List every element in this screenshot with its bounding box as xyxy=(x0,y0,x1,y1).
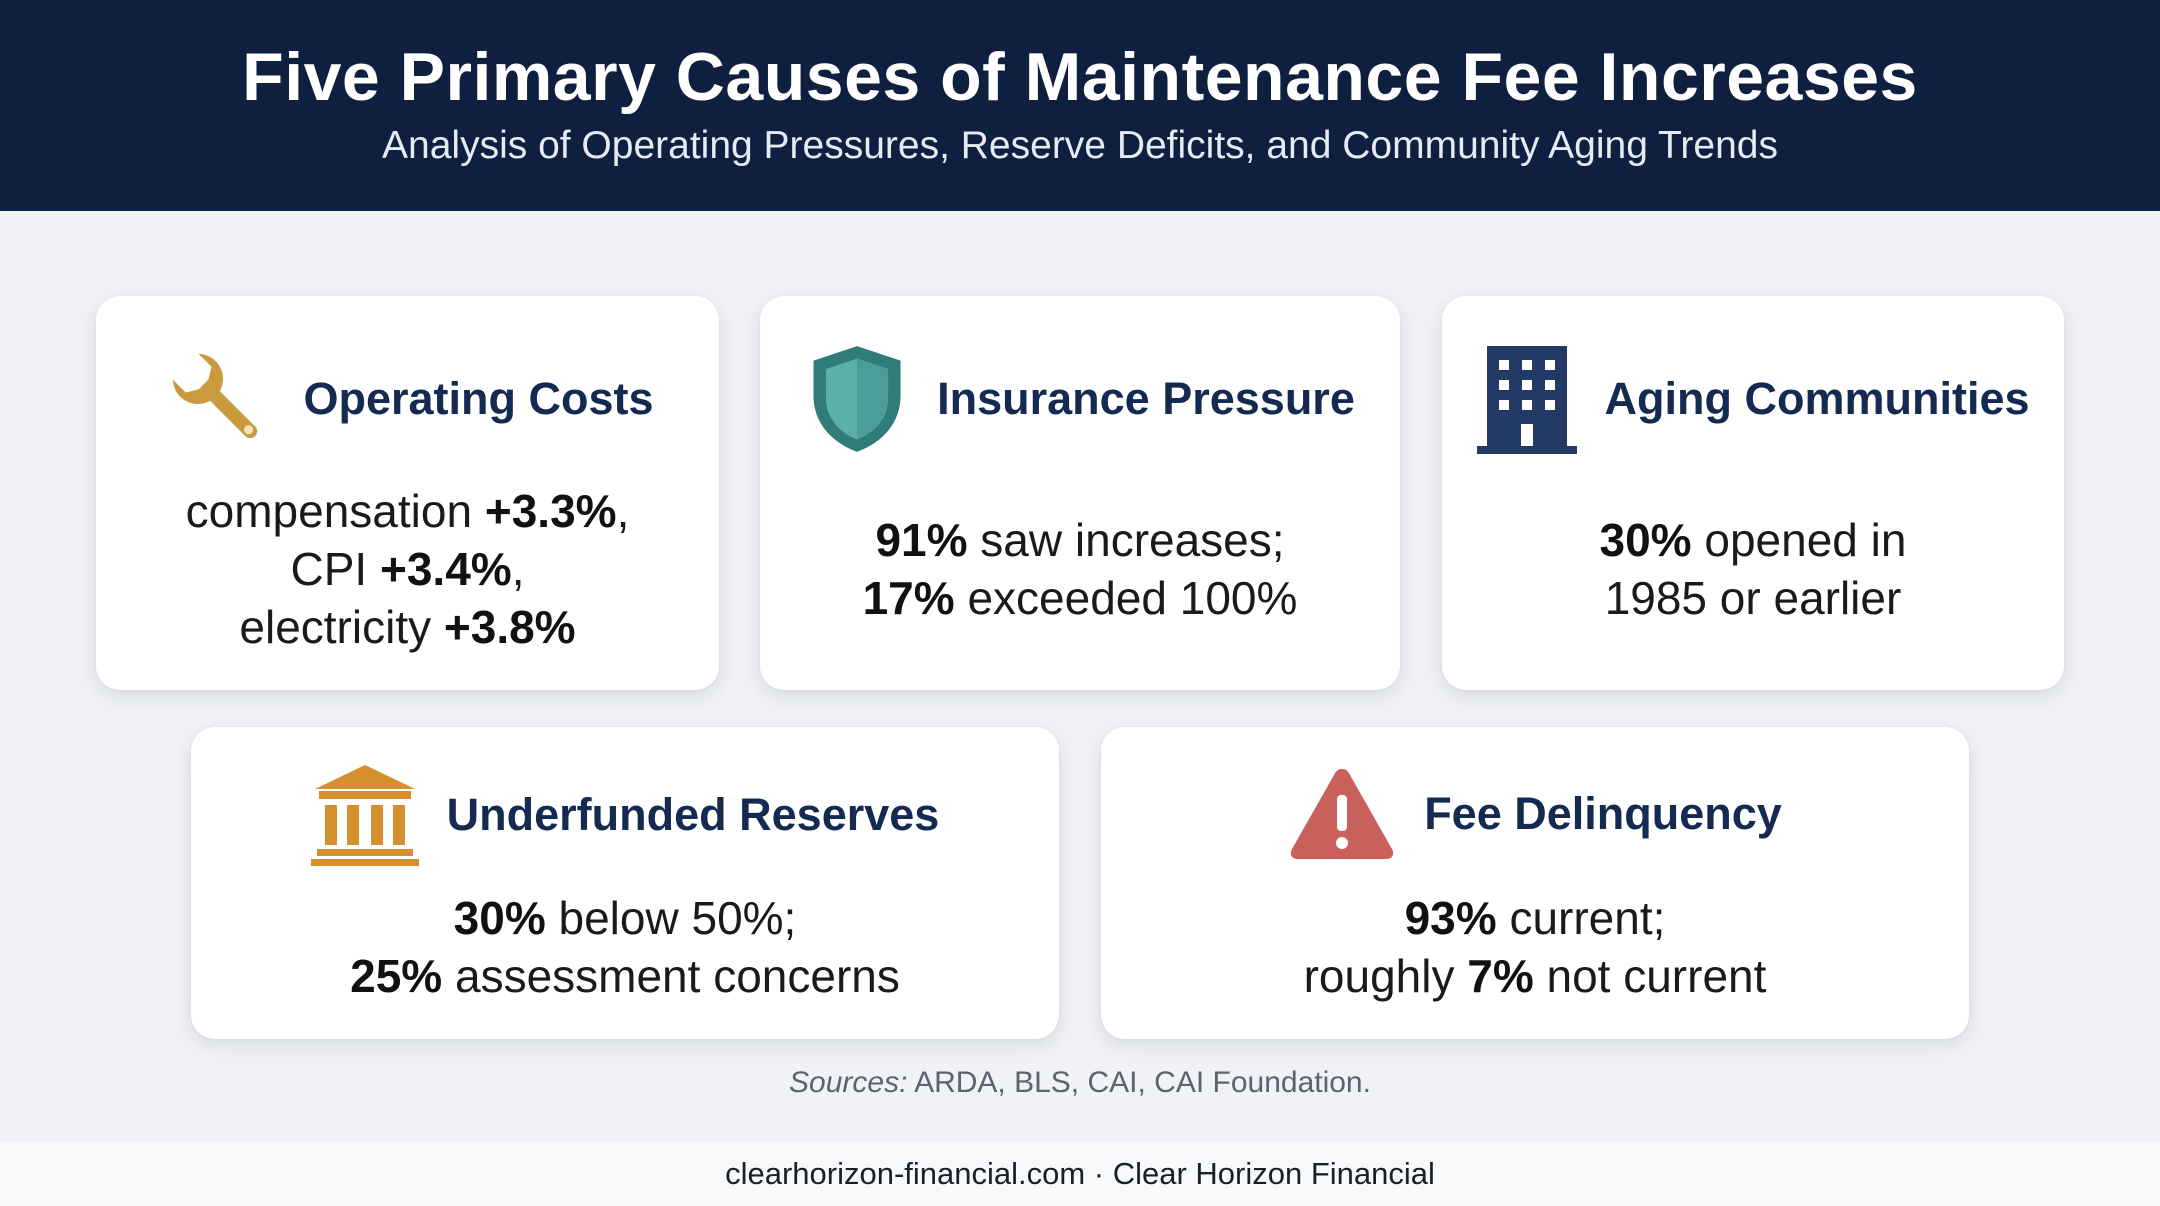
card-title: Operating Costs xyxy=(303,373,654,424)
sources-text: ARDA, BLS, CAI, CAI Foundation. xyxy=(907,1066,1371,1099)
card-line: 30% below 50%; xyxy=(453,892,797,944)
page-title: Five Primary Causes of Maintenance Fee I… xyxy=(242,39,1918,115)
card-line: 17% exceeded 100% xyxy=(862,572,1298,624)
card-line: roughly 7% not current xyxy=(1303,950,1767,1002)
building-icon xyxy=(1476,346,1577,454)
sources-label: Sources: xyxy=(789,1066,908,1099)
card-aging-communities: Aging Communities 30% opened in 1985 or … xyxy=(1442,296,2064,690)
card-operating-costs: Operating Costs compensation +3.3%, CPI … xyxy=(96,296,719,690)
card-line: CPI +3.4%, xyxy=(290,543,525,595)
footer-text: clearhorizon-financial.com · Clear Horiz… xyxy=(725,1156,1435,1191)
warning-icon xyxy=(1291,769,1394,859)
card-line: 30% opened in xyxy=(1599,514,1907,566)
card-line: 1985 or earlier xyxy=(1604,572,1902,624)
page-subtitle: Analysis of Operating Pressures, Reserve… xyxy=(382,124,1778,167)
card-body: compensation +3.3%, CPI +3.4%, electrici… xyxy=(96,482,719,656)
card-line: electricity +3.8% xyxy=(239,601,576,653)
footer: clearhorizon-financial.com · Clear Horiz… xyxy=(0,1142,2160,1206)
header-banner: Five Primary Causes of Maintenance Fee I… xyxy=(0,0,2160,211)
card-title: Aging Communities xyxy=(1604,373,2030,424)
card-insurance-pressure: Insurance Pressure 91% saw increases; 17… xyxy=(760,296,1400,690)
card-title: Fee Delinquency xyxy=(1424,788,1782,839)
card-title: Insurance Pressure xyxy=(937,373,1355,424)
card-fee-delinquency: Fee Delinquency 93% current; roughly 7% … xyxy=(1101,727,1969,1039)
card-line: compensation +3.3%, xyxy=(185,485,630,537)
card-line: 25% assessment concerns xyxy=(350,950,900,1002)
card-underfunded-reserves: Underfunded Reserves 30% below 50%; 25% … xyxy=(191,727,1059,1039)
shield-icon xyxy=(813,346,901,452)
card-line: 91% saw increases; xyxy=(875,514,1285,566)
bank-icon xyxy=(310,765,419,866)
card-body: 91% saw increases; 17% exceeded 100% xyxy=(760,511,1400,627)
wrench-icon xyxy=(173,353,258,439)
sources-note: Sources: ARDA, BLS, CAI, CAI Foundation. xyxy=(0,1066,2160,1100)
card-body: 30% below 50%; 25% assessment concerns xyxy=(191,889,1059,1005)
card-body: 30% opened in 1985 or earlier xyxy=(1442,511,2064,627)
card-line: 93% current; xyxy=(1404,892,1666,944)
card-body: 93% current; roughly 7% not current xyxy=(1101,889,1969,1005)
card-title: Underfunded Reserves xyxy=(446,789,940,840)
